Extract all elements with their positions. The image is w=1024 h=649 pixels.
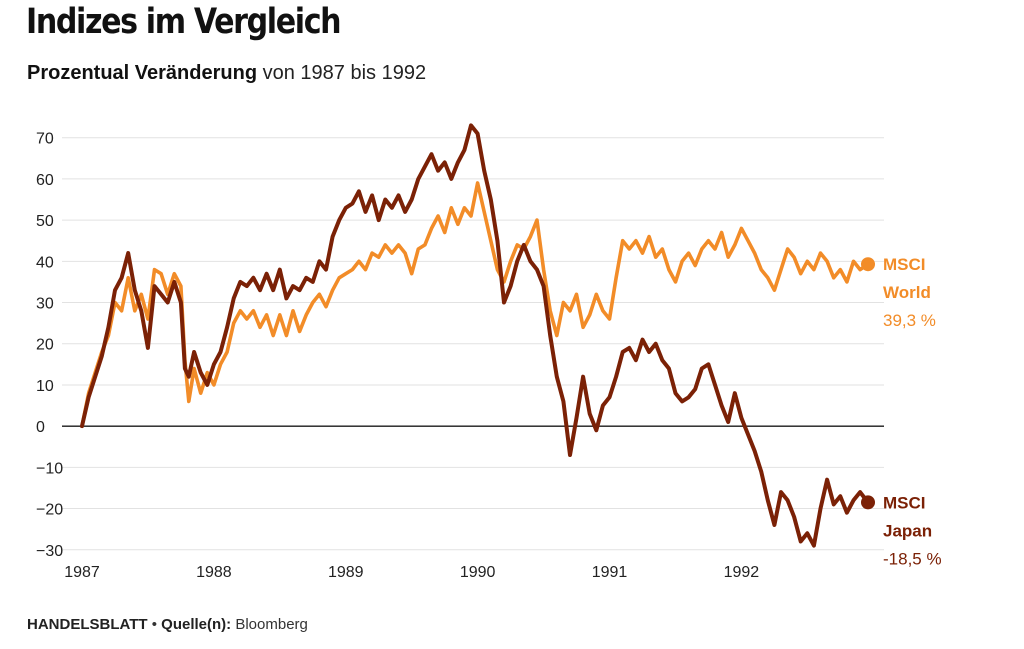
series-name-line2: World — [883, 283, 931, 302]
subtitle-rest: von 1987 bis 1992 — [262, 62, 427, 84]
y-tick-label: 70 — [36, 131, 54, 148]
y-tick-label: −10 — [36, 460, 63, 477]
series-end-value: -18,5 % — [883, 549, 942, 568]
series-line-world — [80, 181, 870, 428]
y-tick-label: −20 — [36, 502, 63, 519]
y-tick-label: −30 — [36, 543, 63, 560]
y-tick-label: 30 — [36, 296, 54, 313]
footer-source-label: Quelle(n): — [161, 616, 232, 633]
x-axis-ticks: 1987 1988 1989 1990 1991 1992 — [64, 564, 759, 581]
footer-brand: HANDELSBLATT — [27, 616, 148, 633]
series-name-line1: MSCI — [883, 255, 926, 274]
y-tick-label: 10 — [36, 378, 54, 395]
y-tick-label: 20 — [36, 337, 54, 354]
footer-separator: • — [151, 616, 157, 633]
footer-source: Bloomberg — [235, 616, 308, 633]
end-point-japan — [861, 495, 875, 510]
x-tick-label: 1987 — [64, 564, 100, 581]
series-lines — [80, 123, 875, 548]
end-point-world — [861, 257, 875, 272]
x-tick-label: 1992 — [724, 564, 760, 581]
x-tick-label: 1990 — [460, 564, 496, 581]
chart-subtitle: Prozentual Veränderung von 1987 bis 1992 — [27, 62, 426, 85]
subtitle-bold: Prozentual Veränderung — [27, 62, 258, 84]
x-tick-label: 1988 — [196, 564, 232, 581]
series-line-japan — [80, 123, 870, 548]
source-footer: HANDELSBLATT • Quelle(n): Bloomberg — [27, 616, 308, 633]
y-axis-ticks: 70 60 50 40 30 20 10 0 −10 −20 −30 — [36, 131, 63, 560]
series-name-line1: MSCI — [883, 493, 926, 512]
x-tick-label: 1989 — [328, 564, 364, 581]
x-tick-label: 1991 — [592, 564, 628, 581]
series-end-value: 39,3 % — [883, 311, 936, 330]
chart-title: Indizes im Vergleich — [26, 2, 342, 42]
y-tick-label: 50 — [36, 213, 54, 230]
y-tick-label: 60 — [36, 172, 54, 189]
end-labels: MSCI World 39,3 % MSCI Japan -18,5 % — [883, 255, 942, 568]
y-tick-label: 40 — [36, 254, 54, 271]
line-chart: 70 60 50 40 30 20 10 0 −10 −20 −30 1987 1988 1989 199… — [36, 123, 942, 581]
series-name-line2: Japan — [883, 521, 932, 540]
y-tick-label: 0 — [36, 419, 45, 436]
